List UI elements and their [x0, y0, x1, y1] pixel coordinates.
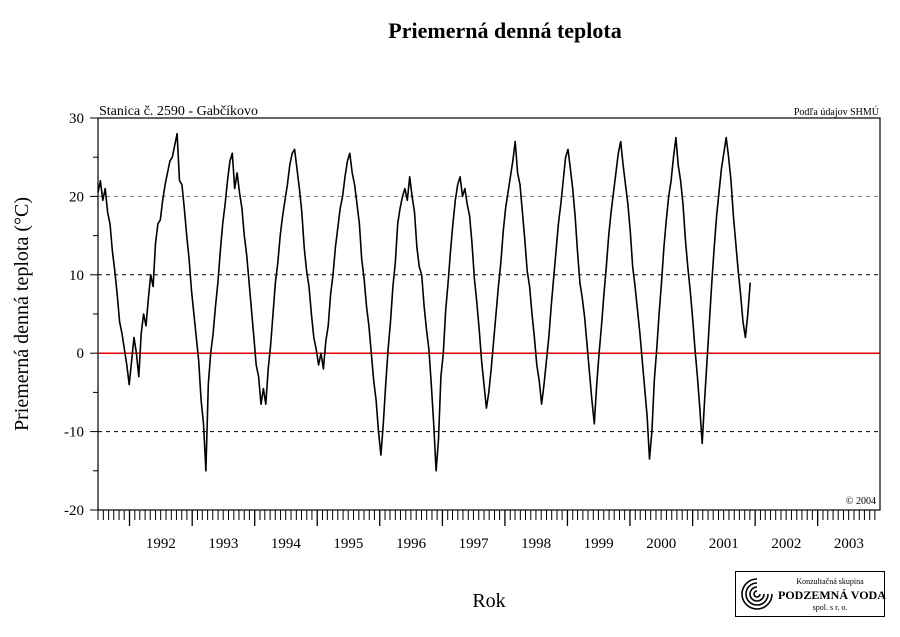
reference-lines	[98, 195, 880, 433]
station-label: Stanica č. 2590 - Gabčíkovo	[99, 104, 258, 119]
source-label: Podľa údajov SHMÚ	[794, 106, 880, 118]
x-tick-label: 1996	[396, 536, 427, 552]
x-tick-label: 2000	[646, 536, 676, 552]
temperature-series-line	[97, 132, 751, 472]
y-tick-label: 10	[69, 268, 84, 284]
y-axis-title: Priemerná denná teplota (°C)	[11, 197, 33, 431]
logo-subtitle: Konzultačná skupina	[796, 577, 864, 586]
copyright-label: © 2004	[846, 496, 876, 507]
series-group	[97, 132, 751, 472]
logo-company-type: spol. s r. o.	[812, 603, 848, 612]
x-tick-label: 1992	[146, 536, 176, 552]
x-tick-label: 1999	[584, 536, 614, 552]
company-logo: Konzultačná skupina PODZEMNÁ VODA spol. …	[735, 571, 886, 617]
x-tick-label: 2001	[709, 536, 739, 552]
x-axis-title: Rok	[472, 590, 505, 612]
x-axis-ticks	[97, 510, 876, 526]
x-tick-label: 1993	[208, 536, 238, 552]
x-tick-label: 2003	[834, 536, 864, 552]
x-tick-label: 1998	[521, 536, 551, 552]
x-tick-label: 1995	[333, 536, 363, 552]
y-tick-label: 20	[69, 189, 84, 205]
logo-name: PODZEMNÁ VODA	[778, 588, 886, 602]
logo-swirl-icon	[741, 578, 773, 610]
y-tick-label: 30	[69, 111, 84, 127]
x-axis-labels: 1992 1993 1994 1995 1996 1997 1998 1999 2000 2001…	[146, 536, 864, 552]
y-tick-label: 0	[77, 346, 85, 362]
x-tick-label: 1997	[459, 536, 490, 552]
y-axis-ticks: -20 -10 0 10 20 30	[64, 111, 98, 519]
chart-title: Priemerná denná teplota	[388, 18, 621, 43]
x-tick-label: 2002	[771, 536, 801, 552]
x-tick-label: 1994	[271, 536, 302, 552]
y-tick-label: -10	[64, 425, 84, 441]
y-tick-label: -20	[64, 503, 84, 519]
